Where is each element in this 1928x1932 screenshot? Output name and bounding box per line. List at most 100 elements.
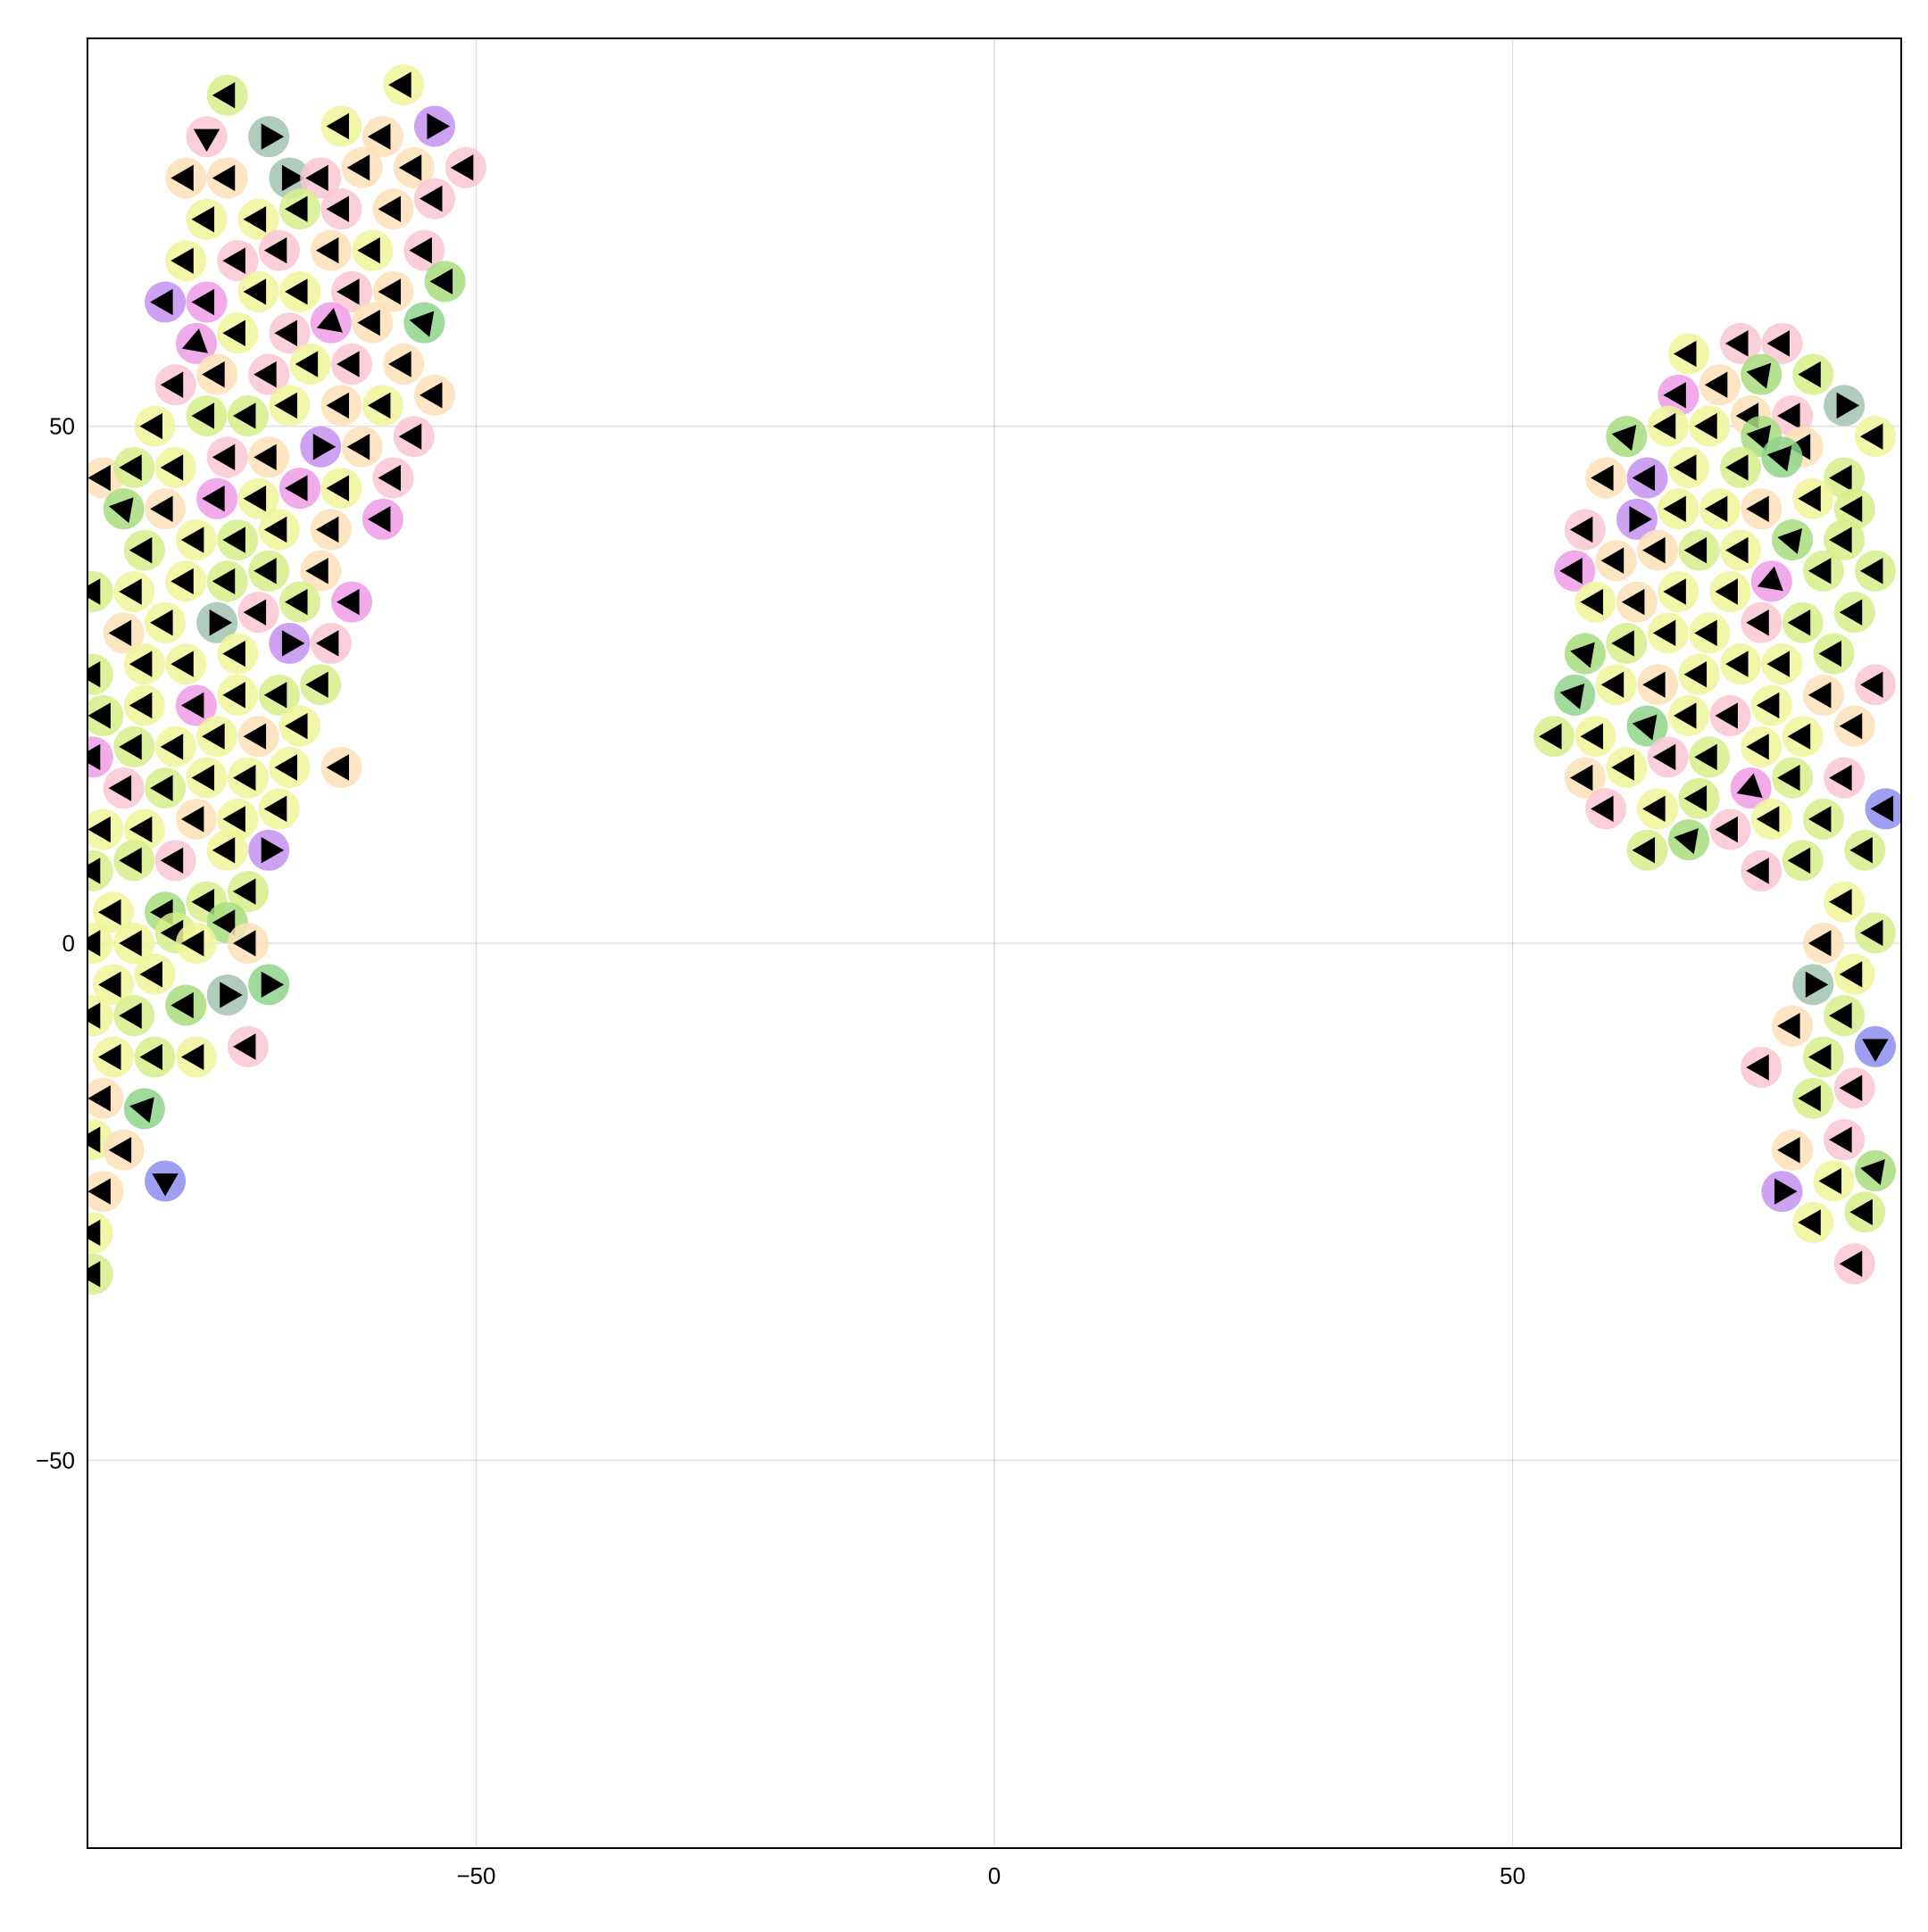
triangle-glyph (1569, 764, 1593, 792)
triangle-glyph (357, 309, 380, 336)
data-point (1772, 394, 1814, 436)
data-point (186, 757, 228, 799)
data-point (87, 1253, 113, 1295)
x-tick-label: 50 (1500, 1862, 1525, 1889)
data-point (87, 1171, 124, 1213)
data-point (320, 105, 362, 147)
data-point (196, 601, 238, 643)
triangle-glyph (243, 485, 267, 512)
triangle-glyph (87, 1126, 101, 1153)
triangle-glyph (281, 630, 305, 657)
data-point (403, 302, 445, 344)
triangle-glyph (1746, 734, 1769, 760)
data-point (1658, 570, 1699, 612)
data-point (1802, 798, 1844, 840)
data-point (154, 446, 196, 488)
triangle-glyph (1673, 702, 1697, 729)
data-point (269, 622, 311, 664)
data-point (1833, 705, 1875, 747)
data-point (1792, 964, 1834, 1006)
triangle-glyph (305, 164, 328, 192)
triangle-glyph (87, 1002, 101, 1029)
data-point (175, 923, 217, 964)
data-point (331, 581, 373, 623)
data-point (145, 767, 187, 809)
triangle-glyph (1569, 516, 1593, 543)
data-point (248, 964, 290, 1006)
triangle-glyph (1559, 683, 1585, 709)
triangle-glyph (312, 434, 337, 460)
triangle-glyph (1683, 536, 1708, 564)
triangle-glyph (129, 692, 153, 719)
triangle-glyph (160, 734, 184, 760)
data-point (1585, 788, 1627, 830)
data-point (1772, 519, 1814, 561)
data-point (237, 198, 279, 240)
triangle-glyph (398, 154, 422, 181)
data-point (300, 664, 342, 706)
triangle-glyph (170, 651, 194, 677)
triangle-glyph (1870, 795, 1894, 823)
triangle-glyph (1611, 425, 1637, 452)
data-point (1585, 457, 1627, 499)
triangle-glyph (1798, 1209, 1821, 1236)
triangle-glyph (222, 319, 245, 346)
triangle-glyph (191, 764, 215, 792)
data-point (1606, 746, 1648, 788)
triangle-glyph (1798, 1085, 1821, 1112)
triangle-glyph (378, 195, 402, 222)
triangle-glyph (222, 527, 245, 553)
data-point (413, 178, 455, 220)
triangle-glyph (1683, 660, 1708, 688)
data-point (269, 385, 311, 427)
data-point (1720, 322, 1762, 364)
triangle-glyph (1694, 619, 1717, 647)
point-disc (87, 1253, 113, 1295)
data-point (145, 281, 187, 323)
triangle-glyph (1746, 858, 1769, 884)
data-point (1782, 601, 1824, 643)
data-point (1854, 1149, 1896, 1191)
point-disc (87, 923, 113, 964)
triangle-glyph (1798, 485, 1821, 512)
triangle-glyph (129, 1097, 154, 1124)
data-point (1637, 529, 1679, 571)
triangle-glyph (1559, 558, 1583, 585)
triangle-glyph (261, 123, 285, 150)
data-point (1678, 529, 1720, 571)
data-point (145, 1160, 187, 1202)
triangle-glyph (87, 702, 111, 729)
data-point (1750, 798, 1792, 840)
triangle-glyph (326, 392, 349, 419)
triangle-glyph (1756, 806, 1780, 833)
triangle-glyph (1580, 723, 1603, 750)
triangle-glyph (388, 71, 411, 98)
triangle-glyph (367, 506, 391, 533)
triangle-glyph (87, 1085, 111, 1112)
data-point (1720, 446, 1762, 488)
triangle-glyph (222, 247, 245, 274)
triangle-glyph (119, 734, 142, 760)
triangle-glyph (1860, 1158, 1885, 1185)
data-point (1833, 592, 1875, 634)
data-point (258, 788, 300, 830)
data-point (248, 550, 290, 592)
data-point (123, 643, 165, 685)
data-point (248, 116, 290, 158)
triangle-glyph (1725, 330, 1749, 357)
triangle-glyph (1839, 961, 1863, 988)
data-point (227, 1025, 269, 1067)
data-point (1564, 509, 1606, 551)
data-point (1709, 695, 1751, 737)
data-point (1772, 1005, 1814, 1047)
data-point (113, 995, 155, 1037)
point-disc (87, 570, 113, 612)
data-point (196, 716, 238, 758)
triangle-glyph (87, 858, 101, 884)
triangle-glyph (170, 991, 194, 1019)
data-point (186, 394, 228, 436)
triangle-glyph (129, 651, 153, 677)
triangle-glyph (1642, 671, 1666, 698)
triangle-glyph (202, 485, 225, 512)
data-point (103, 767, 145, 809)
